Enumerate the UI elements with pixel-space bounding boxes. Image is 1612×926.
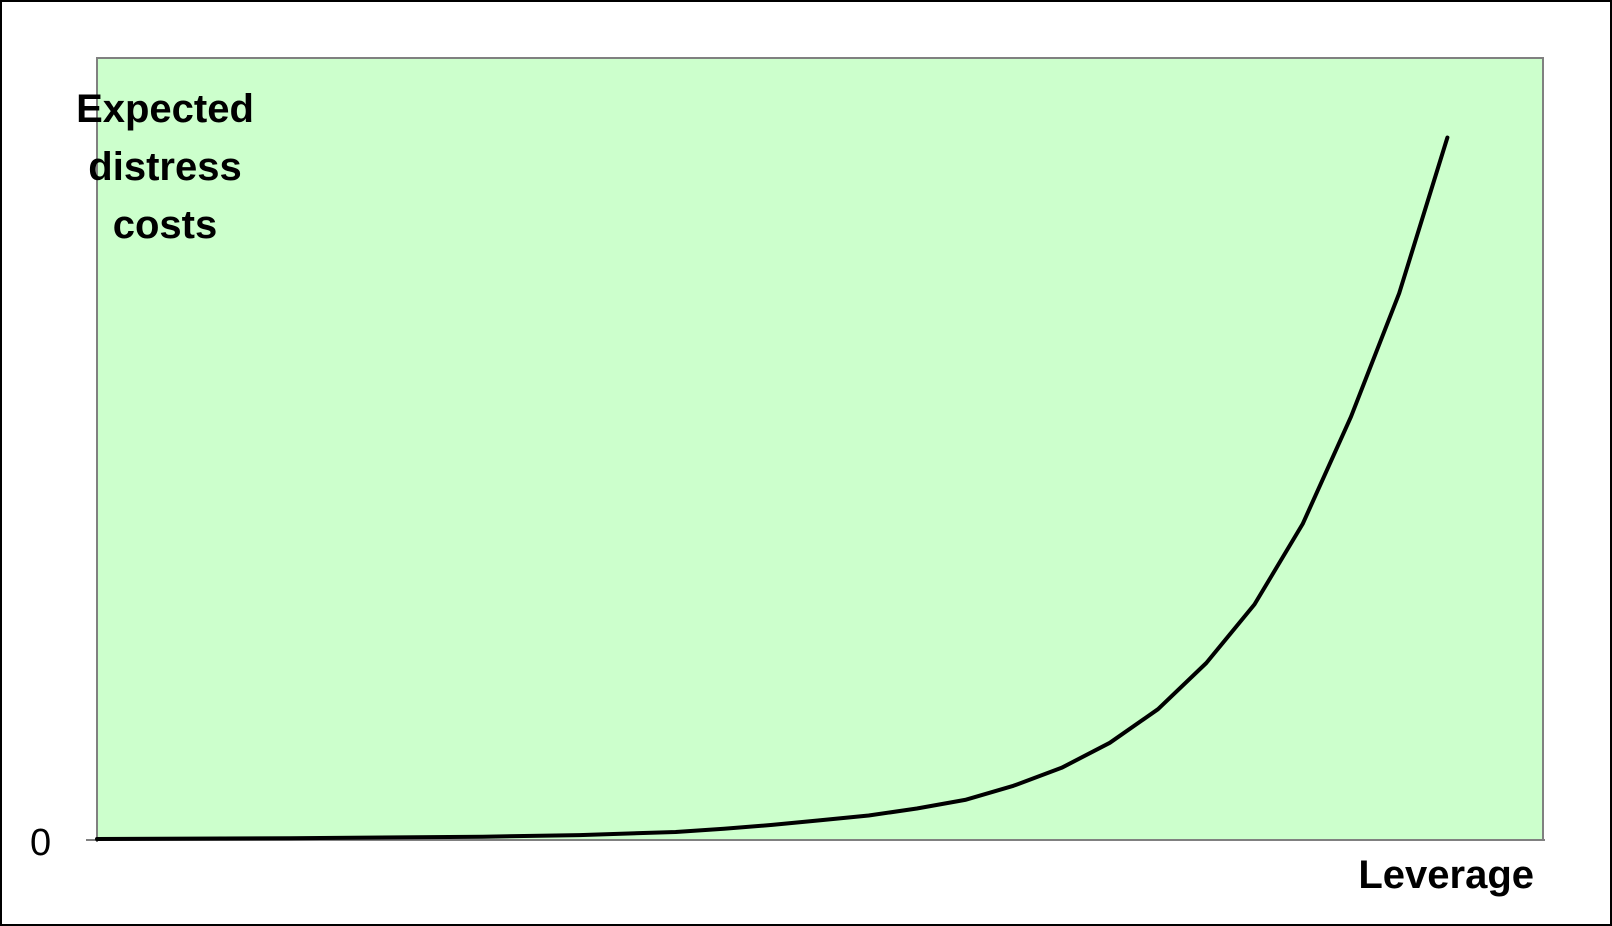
x-axis-label: Leverage [1358,853,1534,897]
y-axis-label: Expected distress costs [76,87,254,247]
x-axis [96,839,1545,841]
y-tick-mark-zero [86,839,96,841]
y-tick-label-zero: 0 [30,822,52,864]
plot-area [97,57,1544,840]
